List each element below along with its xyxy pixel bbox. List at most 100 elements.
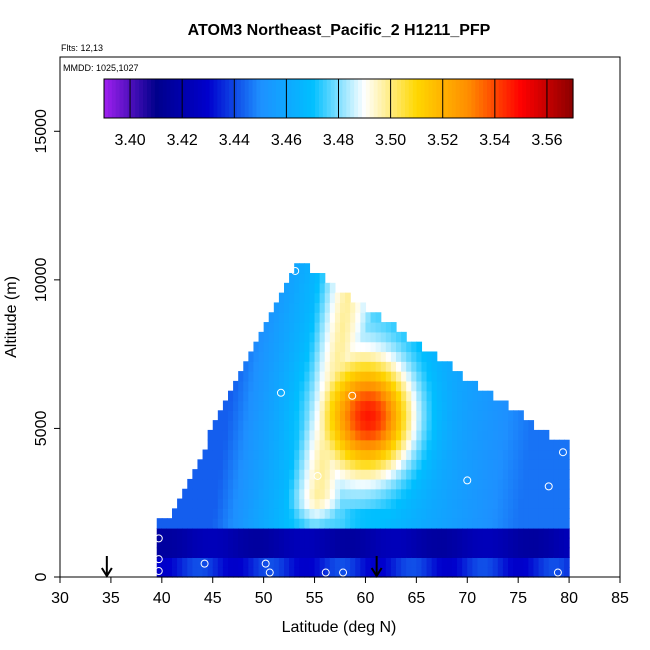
heatmap-cell	[380, 498, 387, 509]
heatmap-cell	[513, 459, 519, 470]
heatmap-cell	[528, 527, 535, 539]
heatmap-cell	[452, 498, 458, 509]
heatmap-cell	[523, 567, 529, 578]
heatmap-cell	[319, 469, 326, 480]
heatmap-cell	[299, 527, 305, 539]
heatmap-cell	[268, 469, 275, 480]
heatmap-cell	[243, 410, 249, 421]
heatmap-cell	[268, 429, 275, 441]
heatmap-cell	[309, 508, 316, 519]
heatmap-cell	[243, 380, 249, 392]
heatmap-cell	[441, 478, 448, 490]
heatmap-cell	[513, 449, 519, 460]
colorbar-tick-label: 3.50	[375, 132, 406, 149]
heatmap-cell	[340, 400, 346, 411]
heatmap-cell	[217, 508, 224, 519]
heatmap-cell	[258, 331, 265, 343]
heatmap-cell	[207, 439, 214, 451]
heatmap-cell	[487, 400, 494, 411]
heatmap-cell	[462, 498, 468, 509]
heatmap-cell	[508, 527, 514, 539]
heatmap-cell	[482, 488, 489, 500]
heatmap-cell	[268, 410, 275, 421]
heatmap-cell	[462, 537, 468, 549]
heatmap-cell	[284, 380, 290, 392]
heatmap-cell	[431, 400, 438, 411]
colorbar-segment	[401, 79, 406, 118]
heatmap-cell	[217, 429, 224, 441]
heatmap-cell	[401, 400, 407, 411]
heatmap-cell	[406, 400, 412, 411]
heatmap-cell	[502, 527, 509, 539]
colorbar-segment	[193, 79, 199, 118]
heatmap-cell	[187, 567, 193, 578]
heatmap-cell	[421, 547, 428, 558]
heatmap-cell	[355, 478, 361, 490]
colorbar-segment	[346, 79, 351, 118]
heatmap-cell	[166, 518, 173, 529]
heatmap-cell	[217, 469, 224, 480]
heatmap-cell	[396, 380, 402, 392]
colorbar-segment	[514, 79, 519, 118]
heatmap-cell	[217, 420, 224, 431]
heatmap-cell	[416, 439, 423, 451]
heatmap-cell	[375, 498, 382, 509]
heatmap-cell	[502, 488, 509, 500]
heatmap-cell	[289, 371, 295, 382]
heatmap-cell	[309, 390, 316, 402]
heatmap-cell	[370, 459, 377, 470]
heatmap-cell	[380, 537, 387, 549]
heatmap-cell	[289, 273, 295, 284]
heatmap-cell	[197, 508, 204, 519]
heatmap-cell	[161, 527, 168, 539]
heatmap-cell	[222, 420, 229, 431]
heatmap-cell	[324, 567, 331, 578]
heatmap-cell	[258, 469, 265, 480]
heatmap-cell	[406, 410, 412, 421]
heatmap-cell	[457, 459, 463, 470]
heatmap-cell	[543, 537, 550, 549]
heatmap-cell	[284, 459, 290, 470]
heatmap-cell	[553, 488, 560, 500]
heatmap-cell	[396, 567, 402, 578]
heatmap-cell	[558, 537, 565, 549]
heatmap-cell	[416, 547, 423, 558]
heatmap-cell	[329, 351, 336, 362]
heatmap-cell	[370, 488, 377, 500]
heatmap-cell	[401, 331, 407, 343]
heatmap-cell	[548, 518, 555, 529]
heatmap-cell	[273, 459, 280, 470]
heatmap-cell	[233, 459, 239, 470]
heatmap-cell	[350, 567, 356, 578]
colorbar-segment	[463, 79, 469, 118]
colorbar-segment	[506, 79, 512, 118]
heatmap-cell	[426, 478, 433, 490]
heatmap-cell	[518, 469, 524, 480]
heatmap-cell	[426, 527, 433, 539]
heatmap-cell	[273, 361, 280, 372]
heatmap-cell	[482, 508, 489, 519]
heatmap-cell	[365, 361, 372, 372]
heatmap-cell	[457, 518, 463, 529]
heatmap-cell	[411, 449, 417, 460]
heatmap-cell	[334, 547, 341, 558]
colorbar-segment	[186, 79, 191, 118]
heatmap-cell	[278, 302, 285, 313]
heatmap-cell	[558, 469, 565, 480]
y-tick-label: 5000	[33, 411, 50, 447]
heatmap-cell	[426, 351, 433, 362]
heatmap-cell	[406, 518, 412, 529]
heatmap-cell	[304, 302, 311, 313]
heatmap-cell	[253, 400, 260, 411]
heatmap-cell	[228, 390, 234, 402]
heatmap-cell	[396, 547, 402, 558]
heatmap-cell	[472, 537, 479, 549]
heatmap-cell	[263, 439, 270, 451]
heatmap-cell	[350, 429, 356, 441]
heatmap-cell	[314, 478, 321, 490]
heatmap-cell	[553, 439, 560, 451]
heatmap-cell	[553, 508, 560, 519]
sample-point	[544, 482, 553, 491]
heatmap-cell	[426, 459, 433, 470]
heatmap-cell	[222, 498, 229, 509]
